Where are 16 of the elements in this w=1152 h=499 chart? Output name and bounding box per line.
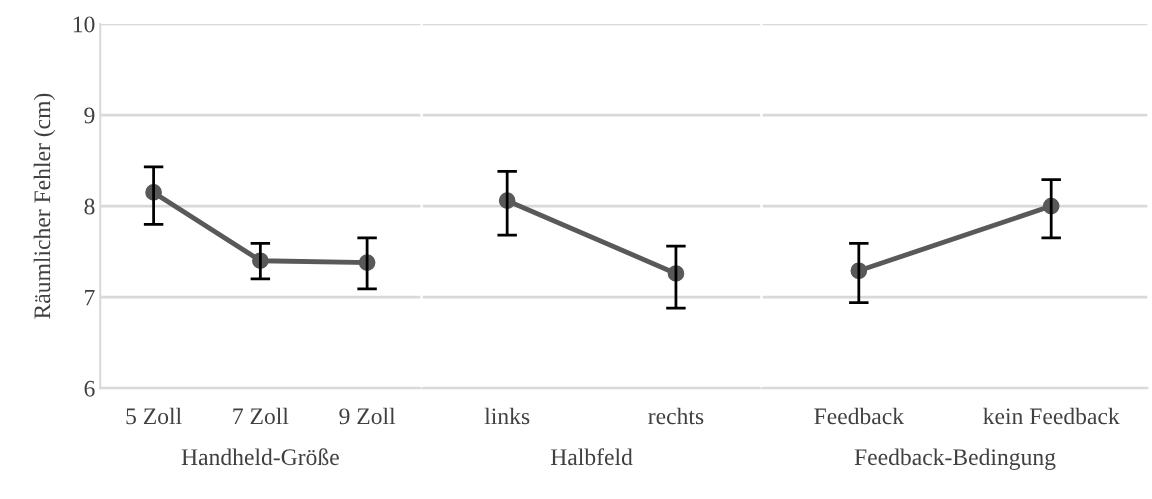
x-axis-title: Halbfeld	[550, 448, 633, 466]
x-tick-label: 5 Zoll	[126, 407, 182, 425]
x-tick-label: rechts	[648, 407, 704, 425]
y-axis-title: Räumlicher Fehler (cm)	[33, 93, 56, 319]
x-axis-title: Handheld-Größe	[181, 448, 339, 466]
y-tick-label: 8	[84, 198, 95, 215]
x-tick-label: Feedback	[814, 407, 905, 425]
y-tick-label: 10	[73, 16, 95, 33]
x-tick-label: 9 Zoll	[339, 407, 396, 425]
x-tick-label: kein Feedback	[983, 407, 1120, 425]
x-tick-label: links	[484, 407, 530, 425]
y-tick-label: 9	[84, 107, 95, 124]
x-tick-label: 7 Zoll	[233, 407, 289, 425]
x-axis-title: Feedback-Bedingung	[854, 448, 1056, 470]
y-tick-label: 6	[84, 380, 95, 397]
y-tick-label: 7	[85, 289, 95, 306]
